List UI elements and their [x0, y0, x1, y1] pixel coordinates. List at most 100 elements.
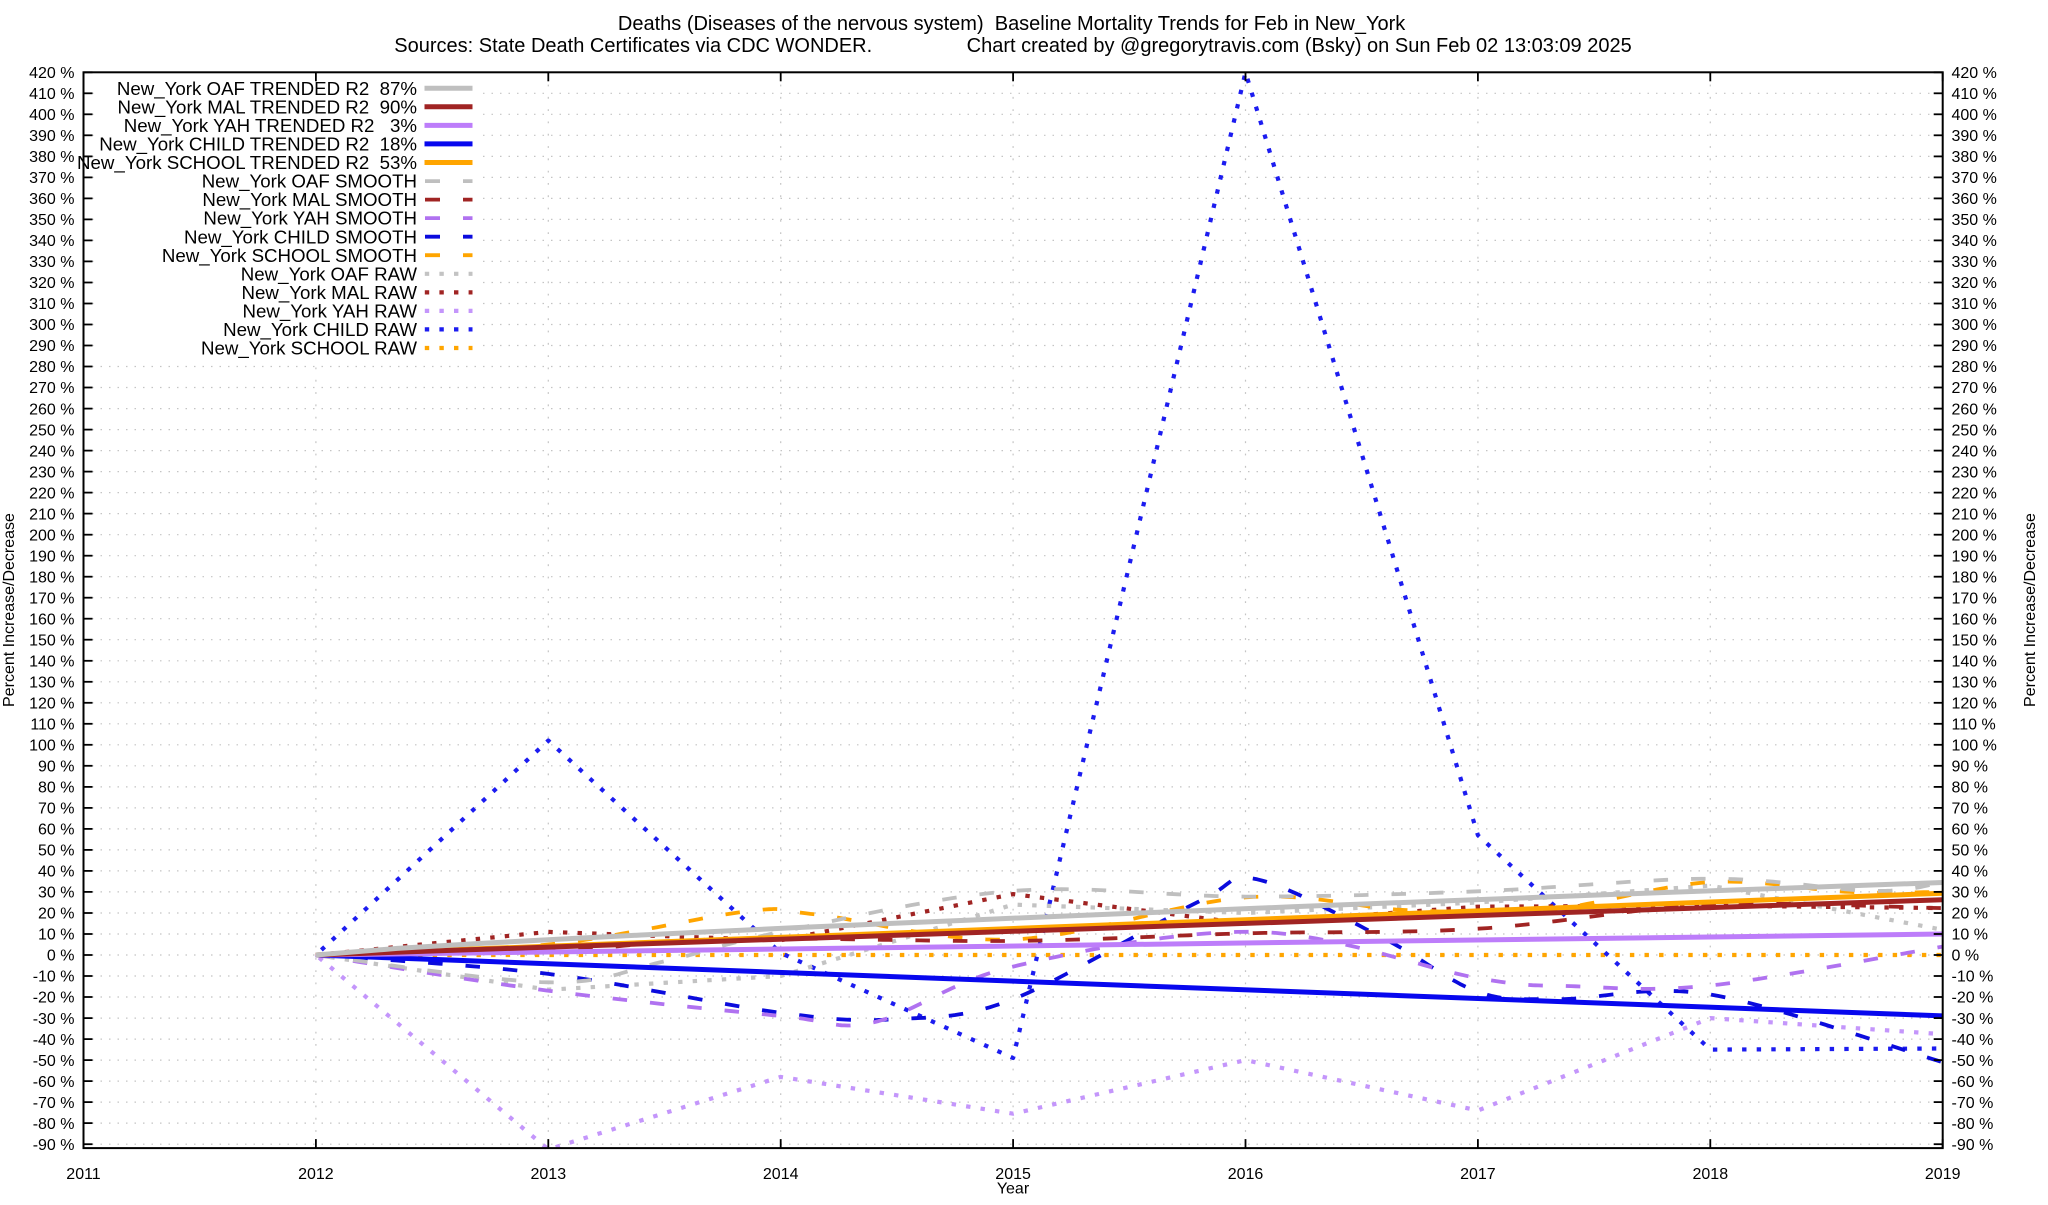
svg-text:130 %: 130 % — [29, 675, 74, 692]
svg-text:-60 %: -60 % — [1952, 1074, 1994, 1091]
svg-text:-50 %: -50 % — [33, 1053, 75, 1070]
svg-text:210 %: 210 % — [29, 506, 74, 523]
svg-text:10 %: 10 % — [1952, 927, 1988, 944]
svg-text:280 %: 280 % — [29, 359, 74, 376]
svg-text:270 %: 270 % — [29, 380, 74, 397]
svg-text:-10 %: -10 % — [1952, 969, 1994, 986]
svg-text:2019: 2019 — [1925, 1166, 1961, 1183]
svg-text:380 %: 380 % — [29, 149, 74, 166]
svg-text:390 %: 390 % — [29, 128, 74, 145]
svg-text:310 %: 310 % — [29, 296, 74, 313]
svg-text:160 %: 160 % — [29, 611, 74, 628]
svg-text:New_York MAL SMOOTH: New_York MAL SMOOTH — [202, 189, 417, 211]
svg-text:240 %: 240 % — [1952, 443, 1997, 460]
svg-text:110 %: 110 % — [30, 717, 74, 734]
svg-text:-50 %: -50 % — [1952, 1053, 1994, 1070]
svg-text:0 %: 0 % — [1952, 948, 1980, 965]
svg-text:260 %: 260 % — [1952, 401, 1997, 418]
svg-text:370 %: 370 % — [1952, 170, 1997, 187]
svg-text:New_York OAF SMOOTH: New_York OAF SMOOTH — [202, 171, 417, 193]
svg-text:410 %: 410 % — [29, 86, 74, 103]
svg-text:150 %: 150 % — [29, 632, 74, 649]
svg-text:-30 %: -30 % — [1952, 1011, 1994, 1028]
svg-text:New_York SCHOOL SMOOTH: New_York SCHOOL SMOOTH — [162, 245, 417, 267]
svg-text:-40 %: -40 % — [1952, 1032, 1994, 1049]
svg-text:170 %: 170 % — [29, 590, 74, 607]
svg-text:420 %: 420 % — [1952, 65, 1997, 82]
svg-text:New_York SCHOOL RAW: New_York SCHOOL RAW — [201, 338, 417, 360]
svg-text:130 %: 130 % — [1952, 675, 1997, 692]
svg-text:New_York YAH TRENDED R2 3%: New_York YAH TRENDED R2 3% — [124, 115, 417, 137]
svg-text:180 %: 180 % — [1952, 569, 1997, 586]
svg-text:2017: 2017 — [1460, 1166, 1496, 1183]
svg-text:350 %: 350 % — [1952, 212, 1997, 229]
svg-text:280 %: 280 % — [1952, 359, 1997, 376]
svg-text:360 %: 360 % — [29, 191, 74, 208]
svg-text:350 %: 350 % — [29, 212, 74, 229]
svg-text:120 %: 120 % — [1952, 696, 1997, 713]
svg-text:New_York YAH SMOOTH: New_York YAH SMOOTH — [203, 208, 417, 230]
svg-text:New_York CHILD RAW: New_York CHILD RAW — [223, 319, 417, 341]
svg-text:220 %: 220 % — [29, 485, 74, 502]
svg-text:Percent Increase/Decrease: Percent Increase/Decrease — [1, 513, 18, 707]
svg-text:300 %: 300 % — [29, 317, 74, 334]
svg-text:260 %: 260 % — [29, 401, 74, 418]
svg-text:160 %: 160 % — [1952, 611, 1997, 628]
svg-text:340 %: 340 % — [1952, 233, 1997, 250]
svg-text:300 %: 300 % — [1952, 317, 1997, 334]
svg-text:40 %: 40 % — [1952, 864, 1988, 881]
svg-text:2016: 2016 — [1228, 1166, 1264, 1183]
svg-text:2014: 2014 — [763, 1166, 799, 1183]
svg-text:200 %: 200 % — [29, 527, 74, 544]
svg-text:200 %: 200 % — [1952, 527, 1997, 544]
svg-text:-60 %: -60 % — [33, 1074, 75, 1091]
svg-text:30 %: 30 % — [1952, 885, 1988, 902]
svg-text:330 %: 330 % — [29, 254, 74, 271]
svg-text:90 %: 90 % — [1952, 759, 1988, 776]
svg-text:40 %: 40 % — [38, 864, 74, 881]
svg-text:140 %: 140 % — [29, 654, 74, 671]
svg-text:240 %: 240 % — [29, 443, 74, 460]
svg-text:2018: 2018 — [1693, 1166, 1729, 1183]
svg-text:New_York OAF RAW: New_York OAF RAW — [241, 263, 418, 285]
svg-text:90 %: 90 % — [38, 759, 74, 776]
svg-text:210 %: 210 % — [1952, 506, 1997, 523]
svg-text:New_York YAH RAW: New_York YAH RAW — [243, 301, 418, 323]
svg-text:250 %: 250 % — [29, 422, 74, 439]
svg-text:20 %: 20 % — [38, 906, 74, 923]
svg-text:-80 %: -80 % — [1952, 1116, 1994, 1133]
svg-text:20 %: 20 % — [1952, 906, 1988, 923]
svg-text:170 %: 170 % — [1952, 590, 1997, 607]
svg-text:100 %: 100 % — [1952, 738, 1997, 755]
svg-text:New_York CHILD TRENDED R2 18%: New_York CHILD TRENDED R2 18% — [99, 134, 417, 156]
svg-text:-80 %: -80 % — [33, 1116, 75, 1133]
svg-text:250 %: 250 % — [1952, 422, 1997, 439]
svg-text:-40 %: -40 % — [33, 1032, 75, 1049]
svg-text:390 %: 390 % — [1952, 128, 1997, 145]
svg-text:-70 %: -70 % — [1952, 1095, 1994, 1112]
svg-text:-20 %: -20 % — [1952, 990, 1994, 1007]
svg-text:2015: 2015 — [995, 1166, 1031, 1183]
svg-text:230 %: 230 % — [29, 464, 74, 481]
svg-text:270 %: 270 % — [1952, 380, 1997, 397]
svg-text:290 %: 290 % — [1952, 338, 1997, 355]
svg-text:Year: Year — [997, 1181, 1030, 1198]
svg-text:-30 %: -30 % — [33, 1011, 75, 1028]
svg-text:290 %: 290 % — [29, 338, 74, 355]
svg-text:190 %: 190 % — [1952, 548, 1997, 565]
svg-text:400 %: 400 % — [1952, 107, 1997, 124]
svg-text:220 %: 220 % — [1952, 485, 1997, 502]
svg-text:New_York OAF TRENDED R2 87%: New_York OAF TRENDED R2 87% — [117, 78, 417, 100]
svg-text:360 %: 360 % — [1952, 191, 1997, 208]
svg-text:370 %: 370 % — [29, 170, 74, 187]
svg-text:2011: 2011 — [66, 1166, 101, 1183]
svg-text:190 %: 190 % — [29, 548, 74, 565]
svg-text:70 %: 70 % — [38, 801, 74, 818]
svg-text:180 %: 180 % — [29, 569, 74, 586]
svg-text:2012: 2012 — [298, 1166, 334, 1183]
svg-text:380 %: 380 % — [1952, 149, 1997, 166]
svg-text:-90 %: -90 % — [1952, 1137, 1994, 1154]
svg-text:New_York SCHOOL TRENDED R2 53: New_York SCHOOL TRENDED R2 53% — [77, 152, 417, 174]
svg-text:New_York CHILD SMOOTH: New_York CHILD SMOOTH — [184, 226, 417, 248]
svg-text:230 %: 230 % — [1952, 464, 1997, 481]
